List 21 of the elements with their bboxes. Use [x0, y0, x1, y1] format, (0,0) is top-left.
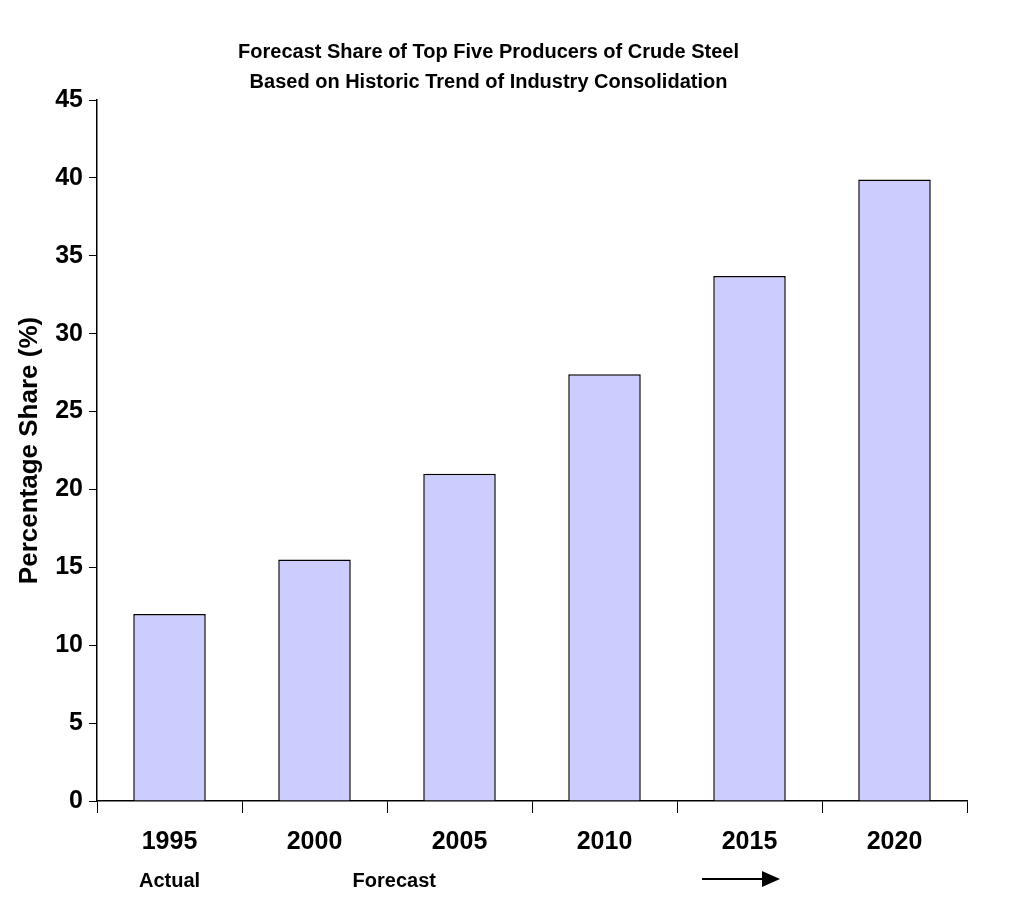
y-tick-label: 35	[55, 239, 84, 268]
y-tick-label: 15	[55, 551, 84, 580]
x-tick-label: 2005	[431, 825, 488, 854]
y-axis-title: Percentage Share (%)	[12, 316, 43, 585]
chart-subtitle: Based on Historic Trend of Industry Consolidation	[249, 69, 728, 92]
y-tick-label: 5	[69, 707, 84, 735]
x-tick-label: 1995	[141, 825, 198, 854]
y-tick-label: 10	[55, 629, 84, 658]
y-tick-label: 45	[55, 83, 84, 112]
x-tick-label: 2020	[866, 825, 923, 854]
y-tick-label: 30	[55, 317, 84, 346]
y-tick-label: 40	[55, 161, 84, 190]
x-tick-label: 2000	[286, 825, 343, 854]
x-tick-label: 2010	[576, 825, 633, 854]
y-tick-label: 25	[55, 395, 84, 424]
chart-title: Forecast Share of Top Five Producers of Crude Steel	[238, 39, 739, 62]
y-tick-label: 20	[55, 473, 84, 502]
x-tick-label: 2015	[721, 825, 778, 854]
text: Forecast	[352, 868, 437, 891]
text: Actual	[138, 868, 201, 891]
y-tick-label: 0	[69, 784, 84, 813]
